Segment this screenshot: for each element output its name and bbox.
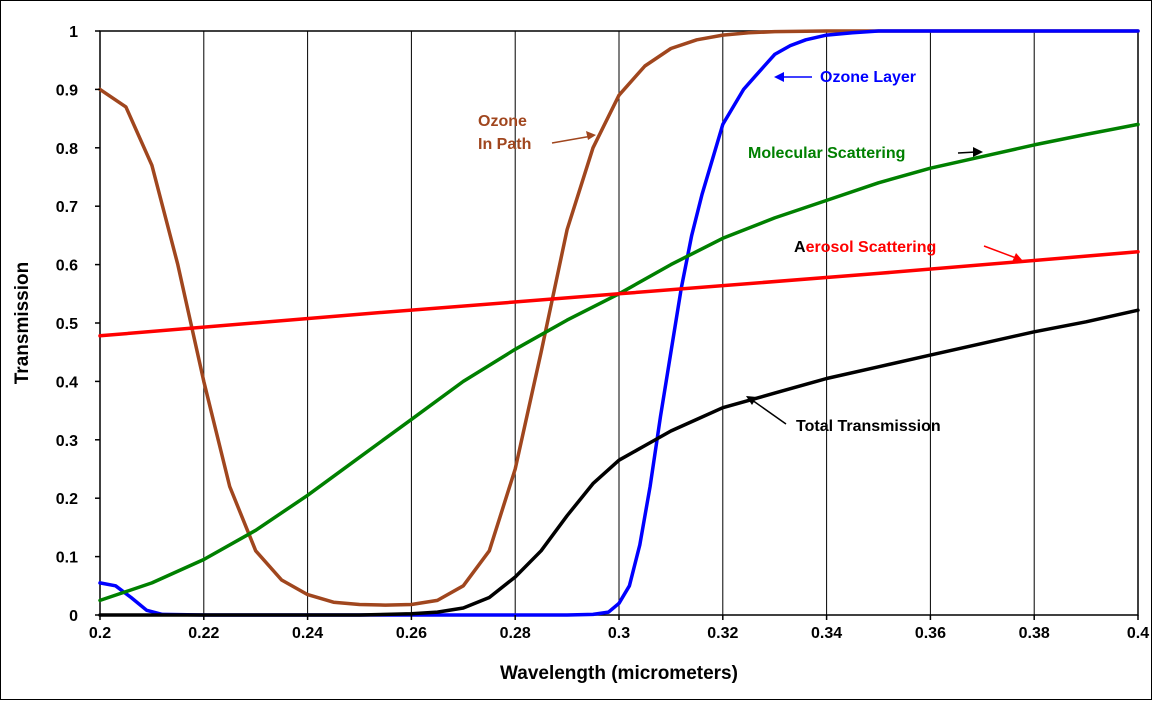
series-layer (98, 29, 1140, 617)
annotation-total-transmission-label: Total Transmission (796, 418, 941, 435)
x-tick-label: 0.32 (707, 625, 738, 642)
annotation-ozone-in-path-line2: In Path (478, 136, 531, 153)
annotation-molecular-scattering-label: Molecular Scattering (748, 145, 905, 162)
y-tick-label: 0.4 (56, 374, 78, 391)
annotation-aerosol-first-letter: A (794, 239, 806, 256)
annotation-total-transmission: Total Transmission (746, 396, 941, 435)
annotation-ozone-in-path: Ozone In Path (478, 113, 596, 153)
annotation-aerosol-scattering-arrowhead (1012, 253, 1023, 262)
x-tick-label: 0.4 (1127, 625, 1149, 642)
annotation-aerosol-scattering-arrow (983, 245, 1017, 259)
x-tick-label: 0.28 (500, 625, 531, 642)
y-tick-label: 0.3 (56, 433, 78, 450)
series-line-total-transmission (98, 308, 1140, 617)
annotation-ozone-layer-arrowhead (774, 72, 784, 82)
x-tick-label: 0.22 (188, 625, 219, 642)
x-tick-label: 0.36 (915, 625, 946, 642)
y-tick-label: 0.6 (56, 258, 78, 275)
y-tick-label: 0.9 (56, 82, 78, 99)
annotation-total-transmission-arrow (751, 399, 787, 425)
x-tick-label: 0.2 (89, 625, 111, 642)
x-tick-label: 0.26 (396, 625, 427, 642)
annotation-ozone-in-path-line1: Ozone (478, 113, 527, 130)
series-line-ozone-in-path (98, 29, 1140, 607)
x-axis-title: Wavelength (micrometers) (500, 663, 738, 684)
y-tick-label: 0 (69, 608, 78, 625)
annotation-total-transmission-arrowhead (746, 396, 757, 405)
annotation-aerosol-scattering: Aerosol Scattering (794, 239, 1023, 262)
y-axis-title: Transmission (12, 262, 33, 385)
annotation-ozone-layer-label: Ozone Layer (820, 69, 916, 86)
annotation-ozone-in-path-arrowhead (586, 131, 596, 140)
annotation-ozone-in-path-arrow (551, 135, 593, 144)
tick-labels: 0.2 0.22 0.24 0.26 0.28 0.3 0.32 0.34 0.36 0.38 0.… (56, 24, 1149, 642)
y-tick-label: 0.1 (56, 550, 78, 567)
y-tick-label: 0.2 (56, 491, 78, 508)
x-tick-label: 0.3 (608, 625, 630, 642)
grid-layer (203, 31, 1035, 615)
x-tick-label: 0.34 (811, 625, 842, 642)
annotation-aerosol-rest: erosol Scattering (806, 239, 937, 256)
y-tick-label: 0.7 (56, 199, 78, 216)
x-tick-label: 0.38 (1019, 625, 1050, 642)
y-tick-label: 0.8 (56, 141, 78, 158)
y-tick-label: 0.5 (56, 316, 78, 333)
annotation-ozone-layer: Ozone Layer (774, 69, 916, 86)
annotation-molecular-scattering: Molecular Scattering (748, 145, 983, 162)
annotation-molecular-scattering-arrowhead (973, 147, 983, 157)
series-line-aerosol-scattering (98, 250, 1140, 338)
annotation-aerosol-scattering-label: Aerosol Scattering (794, 239, 936, 256)
y-tick-label: 1 (69, 24, 78, 41)
x-tick-label: 0.24 (292, 625, 323, 642)
